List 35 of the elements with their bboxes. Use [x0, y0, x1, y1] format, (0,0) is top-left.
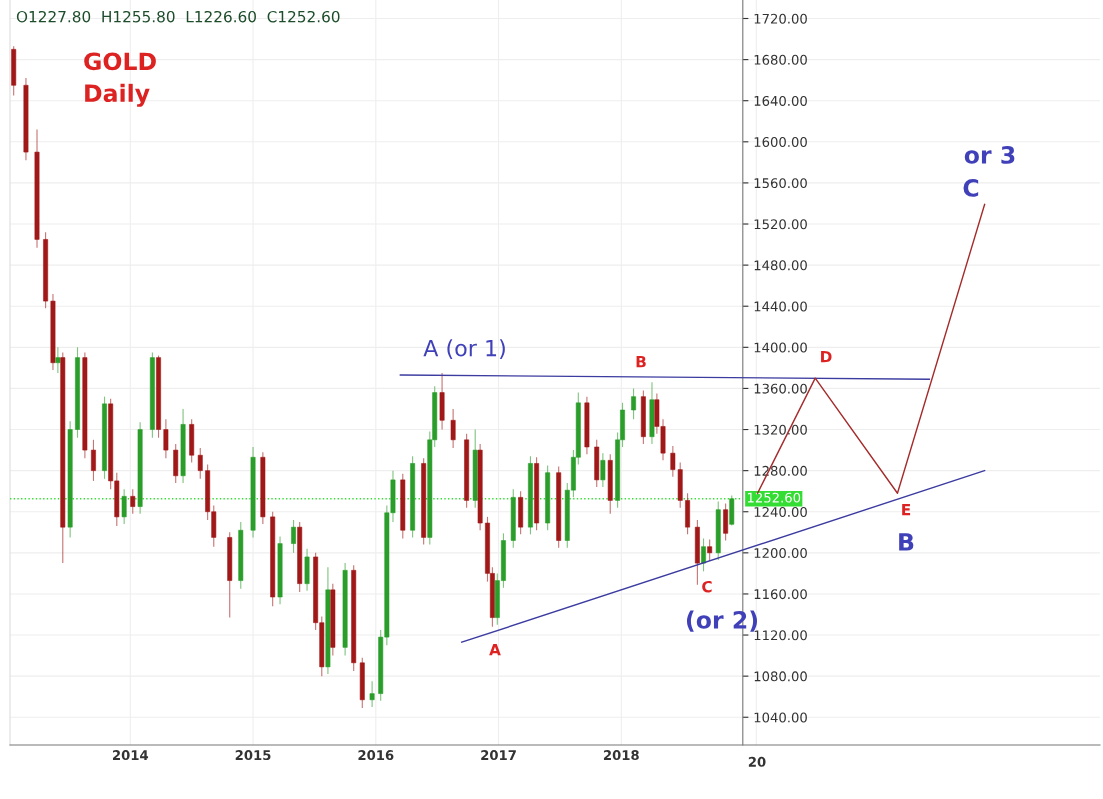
annotation: D	[821, 351, 832, 363]
text: 20	[748, 756, 766, 767]
annotation: or 3	[964, 145, 1015, 164]
y-tick-label: 1640.00	[754, 95, 807, 106]
y-tick-label: 1600.00	[754, 137, 807, 148]
y-tick-label: 1160.00	[754, 589, 807, 600]
x-tick-label: 2014	[112, 750, 149, 761]
ref-line-label: 1252.60	[747, 492, 801, 503]
y-tick-label: 1680.00	[754, 54, 807, 65]
annotation: A	[489, 644, 501, 656]
x-tick-label: 2017	[481, 750, 516, 761]
y-tick-label: 1480.00	[754, 260, 807, 271]
y-tick-label: 1200.00	[754, 548, 807, 559]
y-tick-label: 1400.00	[754, 342, 807, 353]
x-tick-label: 2015	[235, 750, 271, 761]
x-tick-label: 2018	[603, 750, 639, 761]
y-tick-label: 1040.00	[754, 712, 807, 723]
y-tick-label: 1520.00	[754, 219, 807, 230]
y-tick-label: 1720.00	[754, 13, 807, 24]
y-tick-label: 1240.00	[754, 506, 807, 517]
y-tick-label: 1360.00	[754, 383, 807, 394]
x-tick-label: 2016	[358, 750, 394, 761]
y-tick-label: 1120.00	[754, 630, 807, 641]
annotation: C	[963, 178, 979, 197]
annotation: B	[899, 533, 914, 551]
annotation: C	[702, 580, 712, 593]
text: GOLD Daily	[84, 52, 156, 107]
annotation: E	[902, 504, 911, 516]
annotation: (or 2)	[686, 610, 758, 632]
y-tick-label: 1440.00	[754, 301, 807, 312]
annotation: B	[636, 356, 646, 368]
y-tick-label: 1560.00	[754, 178, 807, 189]
annotation: A (or 1)	[423, 339, 505, 360]
y-tick-label: 1080.00	[754, 671, 807, 682]
annotation: O1227.80 H1255.80 L1226.60 C1252.60	[16, 10, 340, 23]
